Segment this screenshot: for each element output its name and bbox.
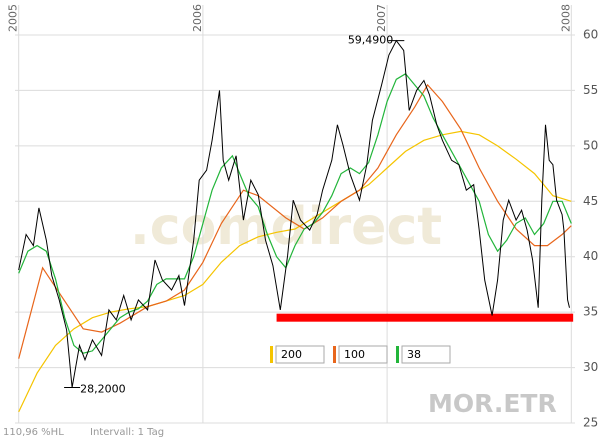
ma-line [18, 130, 572, 413]
footer-interval: Intervall: 1 Tag [90, 427, 164, 438]
y-tick-label: 60 [583, 28, 598, 42]
x-tick-label: 2006 [191, 4, 204, 32]
watermark: .comdirect [130, 197, 442, 257]
support-band [276, 313, 574, 322]
y-tick-label: 30 [583, 360, 598, 374]
y-tick-label: 25 [583, 416, 598, 430]
y-tick-label: 45 [583, 194, 598, 208]
y-tick-label: 50 [583, 138, 598, 152]
y-tick-label: 40 [583, 249, 598, 263]
symbol: MOR.ETR [428, 389, 557, 418]
ma-line [18, 73, 572, 354]
price-line [18, 39, 570, 388]
legend-label: 200 [281, 348, 302, 361]
x-tick-label: 2007 [375, 4, 388, 32]
y-tick-label: 55 [583, 83, 598, 97]
y-tick-label: 35 [583, 305, 598, 319]
legend-box [275, 345, 325, 364]
legend-swatch [333, 346, 336, 363]
footer-range: 110,96 %HL [3, 427, 64, 438]
annotation-label: 28,2000 [80, 383, 126, 396]
legend-box [401, 345, 451, 364]
x-tick-label: 2005 [7, 4, 20, 32]
legend-label: 38 [407, 348, 421, 361]
legend-swatch [396, 346, 399, 363]
legend-label: 100 [344, 348, 365, 361]
x-tick-label: 2008 [559, 4, 572, 32]
annotation-label: 59,4900 [348, 34, 394, 47]
legend-box [338, 345, 388, 364]
ma-line [18, 83, 572, 359]
legend-swatch [270, 346, 273, 363]
